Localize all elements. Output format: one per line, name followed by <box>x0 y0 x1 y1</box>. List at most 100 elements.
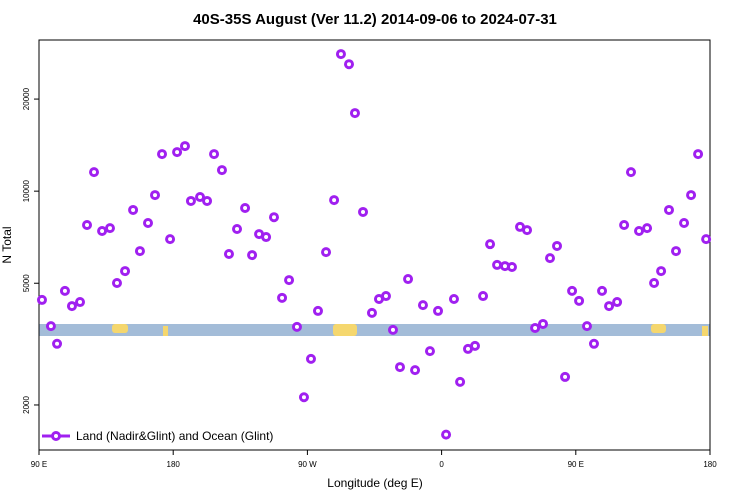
point <box>441 429 452 440</box>
x-tick-label: 90 E <box>31 460 47 469</box>
point <box>656 266 667 277</box>
point <box>66 301 77 312</box>
land-patch <box>333 324 357 336</box>
point <box>59 285 70 296</box>
point <box>223 249 234 260</box>
point <box>642 223 653 234</box>
point <box>284 275 295 286</box>
x-tick-label: 90 W <box>298 460 317 469</box>
point <box>75 297 86 308</box>
point <box>321 247 332 258</box>
point <box>202 195 213 206</box>
point <box>545 253 556 264</box>
point <box>185 195 196 206</box>
point <box>552 240 563 251</box>
point <box>329 195 340 206</box>
point <box>157 149 168 160</box>
point <box>305 353 316 364</box>
point <box>358 206 369 217</box>
ocean-band <box>39 324 710 336</box>
point <box>387 324 398 335</box>
point <box>649 277 660 288</box>
point <box>36 294 47 305</box>
point <box>470 340 481 351</box>
point <box>344 59 355 70</box>
point <box>671 246 682 257</box>
point <box>522 225 533 236</box>
point <box>291 321 302 332</box>
point <box>433 305 444 316</box>
land-patch <box>651 324 666 333</box>
legend-label: Land (Nadir&Glint) and Ocean (Glint) <box>76 429 273 443</box>
x-tick-label: 0 <box>439 460 444 469</box>
point <box>277 292 288 303</box>
point <box>588 338 599 349</box>
point <box>537 318 548 329</box>
land-patch <box>702 326 708 336</box>
point <box>530 322 541 333</box>
point <box>663 204 674 215</box>
point <box>380 291 391 302</box>
point <box>567 285 578 296</box>
point <box>335 49 346 60</box>
point <box>209 149 220 160</box>
point <box>134 246 145 257</box>
point <box>410 365 421 376</box>
y-tick-label: 10000 <box>22 179 31 202</box>
x-tick-label: 90 E <box>568 460 584 469</box>
point <box>247 250 258 261</box>
point <box>448 294 459 305</box>
point <box>403 274 414 285</box>
legend: Land (Nadir&Glint) and Ocean (Glint) <box>42 429 273 443</box>
point <box>232 224 243 235</box>
point <box>366 307 377 318</box>
x-tick-label: 180 <box>703 460 717 469</box>
point <box>52 338 63 349</box>
y-tick-label: 2000 <box>22 396 31 414</box>
point <box>679 217 690 228</box>
point <box>506 262 517 273</box>
point <box>394 362 405 373</box>
point <box>128 204 139 215</box>
point <box>268 212 279 223</box>
point <box>701 234 712 245</box>
y-tick-label: 5000 <box>22 274 31 292</box>
point <box>82 220 93 231</box>
y-axis-label: N Total <box>0 226 14 263</box>
point <box>216 165 227 176</box>
point <box>634 225 645 236</box>
land-patch <box>163 326 168 336</box>
point <box>150 190 161 201</box>
legend-marker <box>51 431 61 441</box>
point <box>120 266 131 277</box>
point <box>492 259 503 270</box>
point <box>172 147 183 158</box>
point <box>261 232 272 243</box>
point <box>625 167 636 178</box>
land-patch <box>112 324 128 333</box>
point <box>485 239 496 250</box>
point <box>686 190 697 201</box>
x-tick-label: 180 <box>167 460 181 469</box>
point <box>111 277 122 288</box>
point <box>195 191 206 202</box>
point <box>619 220 630 231</box>
point <box>574 295 585 306</box>
y-tick-label: 20000 <box>22 87 31 110</box>
point <box>693 149 704 160</box>
point <box>165 234 176 245</box>
land-ocean-strip <box>39 324 710 336</box>
chart-title: 40S-35S August (Ver 11.2) 2014-09-06 to … <box>193 11 557 28</box>
point <box>179 141 190 152</box>
point <box>143 217 154 228</box>
point <box>104 223 115 234</box>
point <box>417 300 428 311</box>
point <box>604 301 615 312</box>
point <box>560 371 571 382</box>
point <box>597 285 608 296</box>
point <box>581 321 592 332</box>
point <box>45 321 56 332</box>
point <box>424 346 435 357</box>
point <box>312 305 323 316</box>
